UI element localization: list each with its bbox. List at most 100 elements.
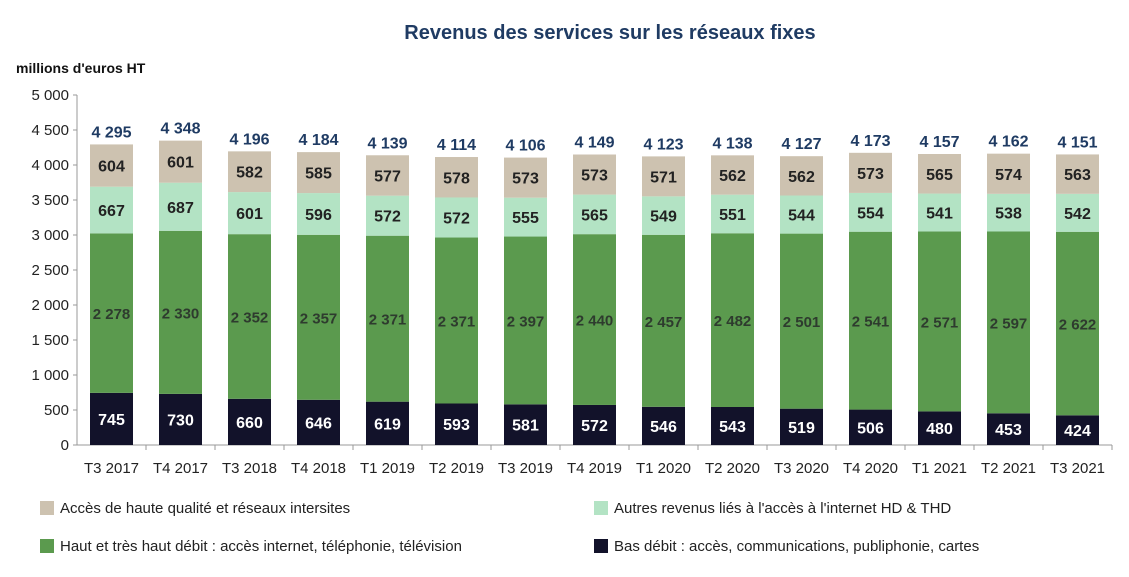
data-label: 574	[995, 167, 1022, 184]
bar-segment	[573, 194, 616, 235]
bar-segment	[90, 144, 133, 187]
bar-segment	[918, 193, 961, 232]
bar-segment	[504, 157, 547, 198]
x-tick-label: T2 2020	[705, 460, 760, 477]
bar-segment	[987, 153, 1030, 194]
bar-segment	[228, 151, 271, 193]
data-label: 2 352	[231, 309, 269, 326]
bar-segment	[987, 413, 1030, 445]
data-label: 601	[167, 155, 194, 172]
y-tick-label: 4 500	[31, 122, 69, 139]
data-label: 551	[719, 207, 746, 224]
bar-segment	[366, 401, 409, 445]
data-label: 604	[98, 159, 125, 176]
data-label: 538	[995, 206, 1022, 223]
y-tick-label: 2 000	[31, 297, 69, 314]
bar-segment	[435, 157, 478, 198]
legend-label-haut-debit: Haut et très haut débit : accès internet…	[60, 538, 462, 555]
data-label: 2 597	[990, 315, 1028, 332]
bar-segment	[849, 192, 892, 232]
data-label: 549	[650, 209, 677, 226]
data-label: 2 501	[783, 314, 821, 331]
bar-segment	[1056, 193, 1099, 232]
data-label: 577	[374, 168, 401, 185]
legend-label-autres-revenus: Autres revenus liés à l'accès à l'intern…	[614, 500, 952, 517]
total-label: 4 162	[988, 134, 1028, 151]
bar-segment	[90, 392, 133, 445]
total-label: 4 151	[1057, 134, 1097, 151]
bar-segment	[159, 230, 202, 394]
data-label: 2 357	[300, 310, 338, 327]
x-tick-label: T3 2018	[222, 460, 277, 477]
data-label: 506	[857, 420, 884, 437]
bar-segment	[297, 399, 340, 445]
x-tick-label: T4 2017	[153, 460, 208, 477]
data-label: 2 371	[438, 314, 476, 331]
data-label: 2 541	[852, 314, 890, 331]
total-label: 4 196	[229, 131, 269, 148]
bar-segment	[90, 233, 133, 393]
data-label: 555	[512, 210, 539, 227]
data-label: 562	[719, 168, 746, 185]
bar-segment	[297, 234, 340, 400]
data-label: 619	[374, 416, 401, 433]
x-tick-label: T4 2019	[567, 460, 622, 477]
bar-segment	[573, 404, 616, 445]
data-label: 2 330	[162, 305, 200, 322]
bar-segment	[504, 404, 547, 445]
bar-segment	[1056, 154, 1099, 194]
bar-segment	[366, 235, 409, 402]
legend-swatch-haut-debit	[40, 539, 54, 553]
data-label: 573	[857, 166, 884, 183]
bar-segment	[642, 196, 685, 235]
data-label: 565	[926, 167, 953, 184]
y-tick-label: 3 500	[31, 192, 69, 209]
data-label: 563	[1064, 167, 1091, 184]
data-label: 593	[443, 417, 470, 434]
data-label: 554	[857, 205, 884, 222]
y-tick-label: 5 000	[31, 87, 69, 104]
data-label: 546	[650, 419, 677, 436]
data-label: 2 457	[645, 314, 683, 331]
data-label: 596	[305, 207, 332, 224]
total-label: 4 114	[437, 137, 476, 154]
x-tick-label: T1 2019	[360, 460, 415, 477]
bar-segment	[228, 192, 271, 235]
data-label: 660	[236, 415, 263, 432]
y-tick-label: 4 000	[31, 157, 69, 174]
data-label: 572	[374, 209, 401, 226]
bar-segment	[780, 408, 823, 445]
x-tick-label: T3 2021	[1050, 460, 1105, 477]
bar-segment	[228, 234, 271, 399]
data-label: 542	[1064, 206, 1091, 223]
total-label: 4 173	[850, 133, 890, 150]
x-tick-label: T1 2021	[912, 460, 967, 477]
bar-segment	[228, 398, 271, 445]
x-tick-label: T4 2018	[291, 460, 346, 477]
data-label: 480	[926, 421, 953, 438]
y-tick-label: 1 500	[31, 332, 69, 349]
legend-item-autres-revenus: Autres revenus liés à l'accès à l'intern…	[594, 500, 951, 517]
y-tick-label: 500	[44, 402, 69, 419]
legend-swatch-bas-debit	[594, 539, 608, 553]
y-tick-label: 1 000	[31, 367, 69, 384]
data-label: 2 571	[921, 314, 959, 331]
bar-segment	[918, 411, 961, 445]
data-label: 581	[512, 418, 539, 435]
bar-segment	[435, 197, 478, 238]
bar-segment	[780, 156, 823, 196]
data-label: 667	[98, 203, 125, 220]
bar-segment	[504, 197, 547, 237]
bar-segment	[1056, 415, 1099, 445]
bar-segment	[297, 152, 340, 194]
data-label: 573	[512, 171, 539, 188]
legend-label-haute-qualite: Accès de haute qualité et réseaux inters…	[60, 500, 351, 517]
legend-item-bas-debit: Bas débit : accès, communications, publi…	[594, 538, 979, 555]
data-label: 573	[581, 168, 608, 185]
bar-segment	[711, 155, 754, 195]
data-label: 745	[98, 412, 125, 429]
data-label: 424	[1064, 423, 1091, 440]
chart-title: Revenus des services sur les réseaux fix…	[404, 22, 816, 44]
data-label: 2 440	[576, 313, 614, 330]
bar-segment	[918, 154, 961, 194]
